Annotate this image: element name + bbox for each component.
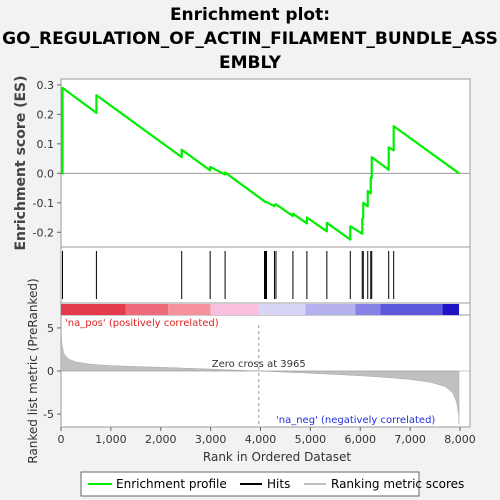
x-axis-ticks: 0 1,000 2,000 3,000 4,000 5,000 6,000 7,000 8,00…: [58, 427, 476, 446]
gradient-segment: [442, 304, 460, 315]
chart-title-line-2: GO_REGULATION_OF_ACTIN_FILAMENT_BUNDLE_A…: [2, 29, 498, 49]
hits-group: [61, 251, 395, 299]
x-tick-label: 5,000: [295, 433, 327, 446]
es-y-tick-label: 0.0: [37, 167, 55, 180]
gradient-segment: [210, 304, 259, 315]
gradient-segment: [258, 304, 306, 315]
chart-title-line-3: EMBLY: [219, 53, 282, 73]
es-y-tick-label: -0.2: [33, 226, 54, 239]
es-panel-background: [60, 78, 471, 248]
rank-y-tick-label: 0: [47, 365, 54, 378]
gradient-segment: [168, 304, 211, 315]
es-y-ticks: -0.2 -0.1 0.0 0.1 0.2 0.3: [33, 79, 61, 239]
legend-hits-label: Hits: [267, 477, 290, 491]
chart-title-line-1: Enrichment plot:: [170, 5, 330, 25]
legend-enrichment-profile-label: Enrichment profile: [116, 477, 227, 491]
ranking-metric-group: [60, 327, 470, 425]
es-y-tick-label: -0.1: [33, 197, 54, 210]
x-tick-label: 3,000: [195, 433, 227, 446]
enrichment-profile-line: [61, 86, 460, 241]
es-y-axis-label: Enrichment score (ES): [13, 75, 29, 250]
x-tick-label: 6,000: [345, 433, 377, 446]
enrichment-profile-group: [61, 86, 460, 241]
gradient-segment: [125, 304, 169, 315]
es-y-tick-label: 0.1: [37, 138, 55, 151]
gradient-segment: [355, 304, 381, 315]
pos-correlated-label: 'na_pos' (positively correlated): [65, 318, 219, 329]
rank-y-tick-label: 5: [47, 322, 54, 335]
x-tick-label: 0: [58, 433, 65, 446]
gradient-bar: [61, 304, 460, 315]
x-tick-label: 1,000: [95, 433, 127, 446]
zero-cross-label: Zero cross at 3965: [212, 359, 306, 370]
es-y-tick-label: 0.2: [37, 108, 55, 121]
x-tick-label: 4,000: [245, 433, 277, 446]
rank-y-tick-label: -5: [43, 408, 54, 421]
x-axis-label: Rank in Ordered Dataset: [203, 450, 351, 464]
x-tick-label: 7,000: [394, 433, 426, 446]
neg-correlated-label: 'na_neg' (negatively correlated): [276, 415, 435, 426]
rank-y-ticks: -5 0 5: [43, 322, 61, 421]
gradient-segment: [305, 304, 356, 315]
es-y-tick-label: 0.3: [37, 79, 55, 92]
x-tick-label: 8,000: [444, 433, 476, 446]
gradient-segment: [61, 304, 126, 315]
legend-ranking-metric-label: Ranking metric scores: [331, 477, 464, 491]
gradient-segment: [380, 304, 443, 315]
x-tick-label: 2,000: [145, 433, 177, 446]
ranking-metric-area: [60, 327, 460, 425]
rank-y-axis-label: Ranked list metric (PreRanked): [26, 278, 40, 463]
